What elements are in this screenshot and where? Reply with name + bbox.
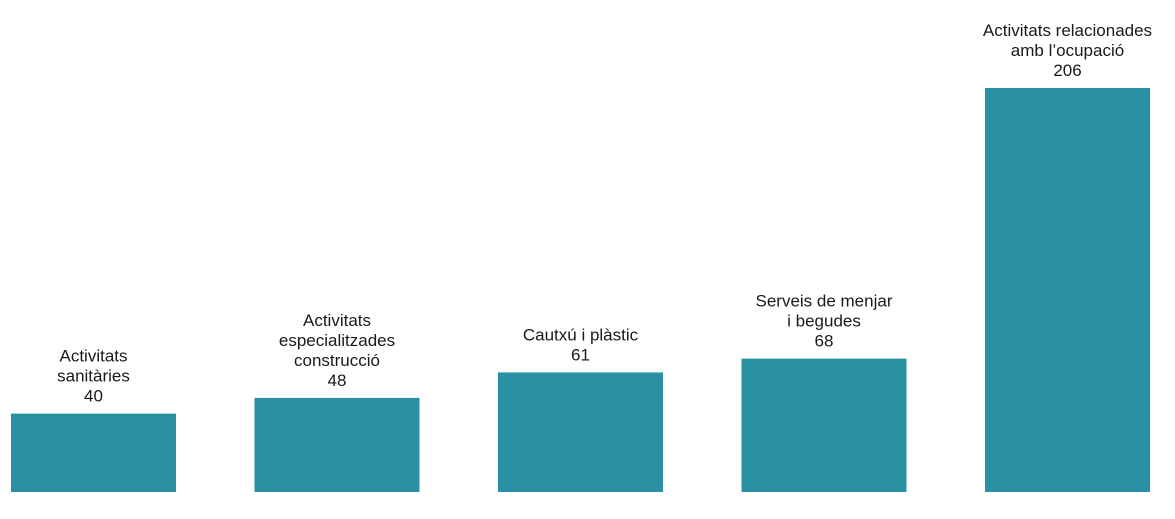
bar-1 — [254, 397, 420, 492]
bar-category-label-2-line-0: Cautxú i plàstic — [523, 325, 639, 344]
bar-category-label-1-line-0: Activitats — [303, 311, 371, 330]
bar-value-label-0: 40 — [84, 387, 103, 406]
bar-category-label-0-line-0: Activitats — [59, 347, 127, 366]
bar-4 — [985, 88, 1150, 492]
bar-value-label-3: 68 — [815, 332, 834, 351]
bar-value-label-2: 61 — [571, 345, 590, 364]
bar-category-label-3-line-1: i begudes — [787, 312, 861, 331]
bar-category-label-1-line-2: construcció — [294, 351, 380, 370]
bar-category-label-1-line-1: especialitzades — [279, 331, 395, 350]
bar-category-label-4-line-0: Activitats relacionades — [983, 21, 1152, 40]
bar-0 — [11, 413, 176, 492]
bar-category-label-0-line-1: sanitàries — [57, 367, 130, 386]
bar-2 — [498, 372, 663, 492]
bar-category-label-4-line-1: amb l’ocupació — [1011, 41, 1124, 60]
bar-value-label-1: 48 — [328, 371, 347, 390]
bar-category-label-3-line-0: Serveis de menjar — [755, 292, 892, 311]
bar-3 — [741, 358, 907, 492]
bar-value-label-4: 206 — [1053, 61, 1081, 80]
